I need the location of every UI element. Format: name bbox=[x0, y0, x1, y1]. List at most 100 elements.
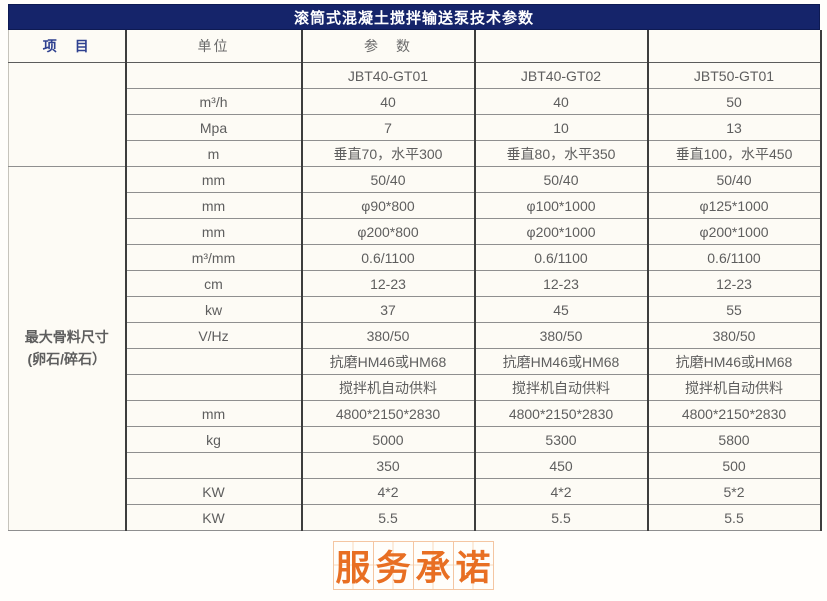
unit-cell: mm bbox=[125, 166, 303, 193]
value-cell: 垂直100，水平450 bbox=[647, 140, 822, 167]
unit-cell: V/Hz bbox=[125, 322, 303, 349]
table-title-bar: 滚筒式混凝土搅拌输送泵技术参数 bbox=[8, 4, 820, 30]
value-cell: 380/50 bbox=[474, 322, 649, 349]
value-cell: 350 bbox=[301, 452, 476, 479]
value-cell: 5800 bbox=[647, 426, 822, 453]
value-cell: 5300 bbox=[474, 426, 649, 453]
table-row: kw 37 45 55 bbox=[9, 296, 822, 323]
stamp-char: 务 bbox=[372, 541, 414, 590]
value-cell: 抗磨HM46或HM68 bbox=[647, 348, 822, 375]
table-row: m 垂直70，水平300 垂直80，水平350 垂直100，水平450 bbox=[9, 140, 822, 167]
value-cell: 10 bbox=[474, 114, 649, 141]
value-cell: 0.6/1100 bbox=[301, 244, 476, 271]
item-group-label-cell: 最大骨料尺寸 (卵石/碎石） bbox=[8, 166, 127, 531]
value-cell: 12-23 bbox=[301, 270, 476, 297]
value-cell: 垂直80，水平350 bbox=[474, 140, 649, 167]
unit-cell bbox=[125, 452, 303, 479]
unit-cell: kw bbox=[125, 296, 303, 323]
table-row: KW 4*2 4*2 5*2 bbox=[9, 478, 822, 505]
item-group-empty-cell bbox=[8, 62, 127, 167]
header-empty-cell bbox=[474, 30, 649, 63]
value-cell: 7 bbox=[301, 114, 476, 141]
value-cell: 50/40 bbox=[474, 166, 649, 193]
item-group-label-line1: 最大骨料尺寸 bbox=[24, 328, 109, 345]
value-cell: φ200*800 bbox=[301, 218, 476, 245]
value-cell: 4800*2150*2830 bbox=[474, 400, 649, 427]
header-param-cell: 参 数 bbox=[301, 30, 476, 63]
unit-cell: kg bbox=[125, 426, 303, 453]
unit-cell bbox=[125, 374, 303, 401]
unit-cell: Mpa bbox=[125, 114, 303, 141]
unit-cell: cm bbox=[125, 270, 303, 297]
value-cell: 13 bbox=[647, 114, 822, 141]
item-group-label-line2: (卵石/碎石） bbox=[27, 350, 107, 367]
value-cell: 40 bbox=[301, 88, 476, 115]
value-cell: 抗磨HM46或HM68 bbox=[474, 348, 649, 375]
unit-cell: KW bbox=[125, 478, 303, 505]
unit-cell bbox=[125, 62, 303, 89]
unit-cell: mm bbox=[125, 400, 303, 427]
unit-cell: KW bbox=[125, 504, 303, 531]
stamp-char: 诺 bbox=[452, 541, 494, 590]
value-cell: 380/50 bbox=[647, 322, 822, 349]
value-cell: 4800*2150*2830 bbox=[647, 400, 822, 427]
table-row: mm 4800*2150*2830 4800*2150*2830 4800*2150*… bbox=[9, 400, 822, 427]
table-row: 搅拌机自动供料 搅拌机自动供料 搅拌机自动供料 bbox=[9, 374, 822, 401]
unit-cell: mm bbox=[125, 218, 303, 245]
value-cell: 4*2 bbox=[301, 478, 476, 505]
value-cell: 5.5 bbox=[301, 504, 476, 531]
spec-table-body: 项 目单位参 数 JBT40-GT01 JBT40-GT02 JBT50-GT01 m³… bbox=[8, 30, 822, 531]
value-cell: 12-23 bbox=[647, 270, 822, 297]
value-cell: 0.6/1100 bbox=[474, 244, 649, 271]
table-row: 350 450 500 bbox=[9, 452, 822, 479]
value-cell: 5*2 bbox=[647, 478, 822, 505]
table-row: 抗磨HM46或HM68 抗磨HM46或HM68 抗磨HM46或HM68 bbox=[9, 348, 822, 375]
value-cell: 0.6/1100 bbox=[647, 244, 822, 271]
value-cell: φ200*1000 bbox=[647, 218, 822, 245]
value-cell: 380/50 bbox=[301, 322, 476, 349]
value-cell: 5.5 bbox=[647, 504, 822, 531]
unit-cell bbox=[125, 348, 303, 375]
header-item-cell: 项 目 bbox=[8, 30, 127, 63]
value-cell: 抗磨HM46或HM68 bbox=[301, 348, 476, 375]
value-cell: 4*2 bbox=[474, 478, 649, 505]
value-cell: 12-23 bbox=[474, 270, 649, 297]
value-cell: 37 bbox=[301, 296, 476, 323]
spec-table: 项 目单位参 数 JBT40-GT01 JBT40-GT02 JBT50-GT01 m³… bbox=[8, 30, 822, 531]
unit-cell: m³/mm bbox=[125, 244, 303, 271]
table-row: Mpa 7 10 13 bbox=[9, 114, 822, 141]
header-empty-cell bbox=[647, 30, 822, 63]
page: 滚筒式混凝土搅拌输送泵技术参数 项 目单位参 数 JBT40-GT01 JBT40-… bbox=[0, 4, 827, 601]
service-promise-stamp: 服务承诺 bbox=[332, 541, 494, 590]
value-cell: 40 bbox=[474, 88, 649, 115]
value-cell: 4800*2150*2830 bbox=[301, 400, 476, 427]
value-cell: 50 bbox=[647, 88, 822, 115]
value-cell: 搅拌机自动供料 bbox=[301, 374, 476, 401]
model-cell: JBT40-GT01 bbox=[301, 62, 476, 89]
value-cell: 45 bbox=[474, 296, 649, 323]
table-row: m³/h 40 40 50 bbox=[9, 88, 822, 115]
table-row: JBT40-GT01 JBT40-GT02 JBT50-GT01 bbox=[8, 62, 822, 167]
value-cell: 搅拌机自动供料 bbox=[647, 374, 822, 401]
value-cell: 50/40 bbox=[647, 166, 822, 193]
table-row: m³/mm 0.6/1100 0.6/1100 0.6/1100 bbox=[9, 244, 822, 271]
unit-cell: mm bbox=[125, 192, 303, 219]
unit-cell: m bbox=[125, 140, 303, 167]
header-unit-cell: 单位 bbox=[125, 30, 303, 63]
table-row: mm φ200*800 φ200*1000 φ200*1000 bbox=[9, 218, 822, 245]
value-cell: 50/40 bbox=[301, 166, 476, 193]
table-row: kg 5000 5300 5800 bbox=[9, 426, 822, 453]
model-cell: JBT50-GT01 bbox=[647, 62, 822, 89]
value-cell: 450 bbox=[474, 452, 649, 479]
value-cell: φ90*800 bbox=[301, 192, 476, 219]
table-title: 滚筒式混凝土搅拌输送泵技术参数 bbox=[293, 9, 534, 27]
value-cell: 55 bbox=[647, 296, 822, 323]
table-row: KW 5.5 5.5 5.5 bbox=[9, 504, 822, 531]
table-row: 最大骨料尺寸 (卵石/碎石） mm 50/40 50/40 50/40 bbox=[8, 166, 822, 531]
value-cell: φ100*1000 bbox=[474, 192, 649, 219]
value-cell: φ125*1000 bbox=[647, 192, 822, 219]
value-cell: 5.5 bbox=[474, 504, 649, 531]
stamp-char: 服 bbox=[332, 541, 374, 590]
value-cell: 5000 bbox=[301, 426, 476, 453]
value-cell: 500 bbox=[647, 452, 822, 479]
